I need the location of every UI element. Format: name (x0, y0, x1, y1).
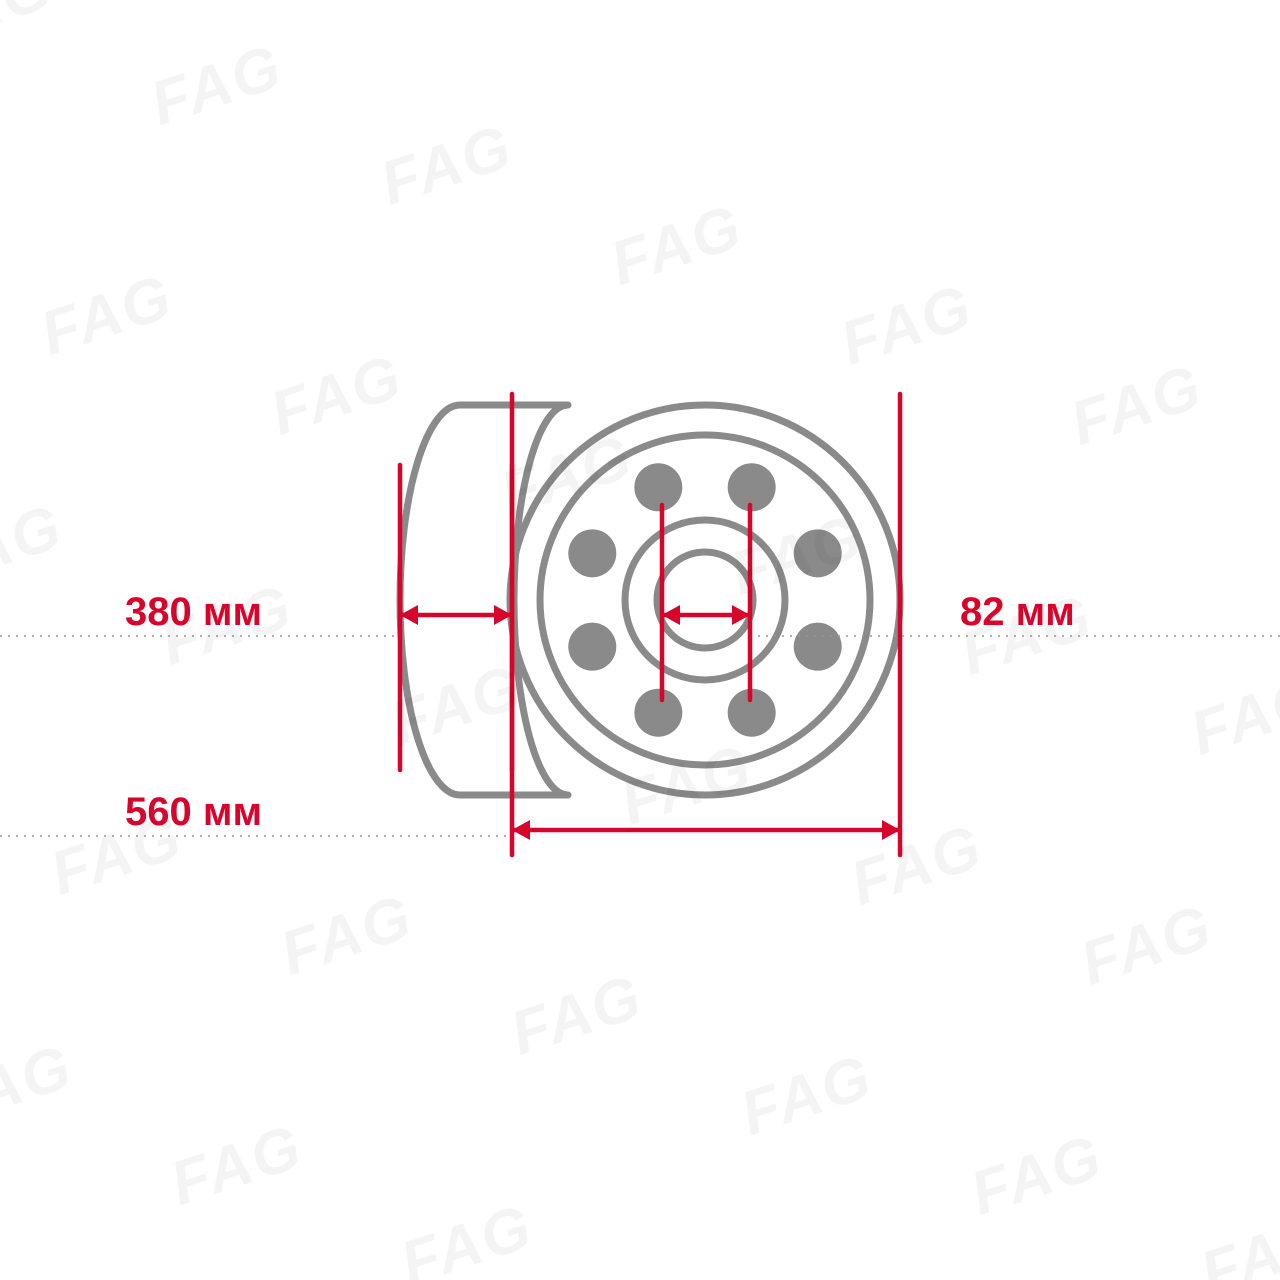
bearing-ball (568, 623, 616, 671)
bearing-race-inner (625, 520, 785, 680)
bearing-outer-ring (510, 405, 900, 795)
bearing-ball (794, 623, 842, 671)
dimension-arrowhead (512, 820, 530, 840)
dimension-arrowhead (882, 820, 900, 840)
diagram-canvas: FAGFAGFAGFAGFAGFAGFAGFAGFAGFAGFAGFAGFAGF… (0, 0, 1280, 1280)
diagram-svg (0, 0, 1280, 1280)
dimension-label-82: 82 мм (960, 590, 1075, 635)
dimension-label-560: 560 мм (125, 790, 262, 835)
bearing-ball (634, 689, 682, 737)
bearing-ball (634, 463, 682, 511)
bearing-ball (568, 529, 616, 577)
dimension-label-380: 380 мм (125, 590, 262, 635)
bearing-race-outer (540, 435, 870, 765)
bearing-ball (794, 529, 842, 577)
bearing-hub (657, 552, 753, 648)
